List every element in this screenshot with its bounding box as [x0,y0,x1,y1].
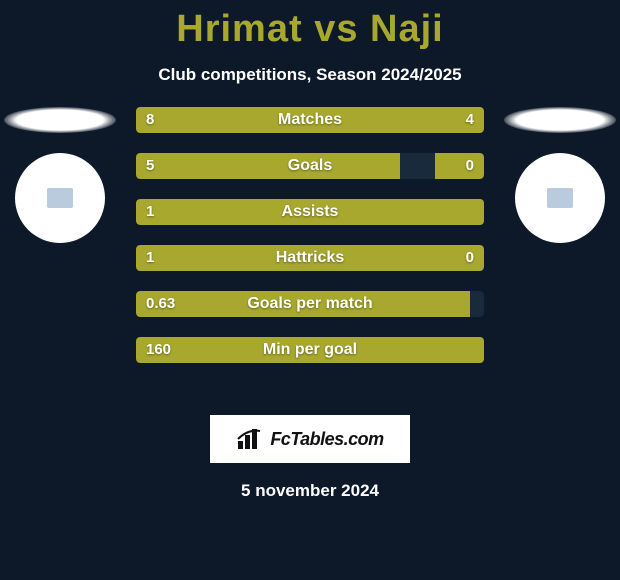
player-left-ellipse [4,107,116,133]
player-right-ellipse [504,107,616,133]
stat-row: 50Goals [136,153,484,179]
title-right-name: Naji [370,8,444,50]
stat-label: Goals per match [136,291,484,317]
comparison-area: 84Matches 50Goals 1Assists 10Hattricks 0.63G… [0,107,620,407]
stat-row: 84Matches [136,107,484,133]
stat-label: Matches [136,107,484,133]
footer-date: 5 november 2024 [0,481,620,501]
bars-icon [236,427,264,451]
player-right-badge [504,107,616,243]
stat-row: 160Min per goal [136,337,484,363]
stat-row: 0.63Goals per match [136,291,484,317]
title-left-name: Hrimat [176,8,302,50]
footer-logo: FcTables.com [210,415,410,463]
player-right-avatar [515,153,605,243]
footer-logo-text: FcTables.com [270,429,383,450]
player-left-badge [4,107,116,243]
stat-label: Min per goal [136,337,484,363]
stat-label: Goals [136,153,484,179]
stat-row: 1Assists [136,199,484,225]
stat-label: Hattricks [136,245,484,271]
player-left-avatar [15,153,105,243]
stat-label: Assists [136,199,484,225]
subtitle: Club competitions, Season 2024/2025 [0,65,620,85]
stat-bars-column: 84Matches 50Goals 1Assists 10Hattricks 0.63G… [136,107,484,383]
stat-row: 10Hattricks [136,245,484,271]
page-title: Hrimat vs Naji [0,0,620,51]
title-vs: vs [303,8,370,50]
